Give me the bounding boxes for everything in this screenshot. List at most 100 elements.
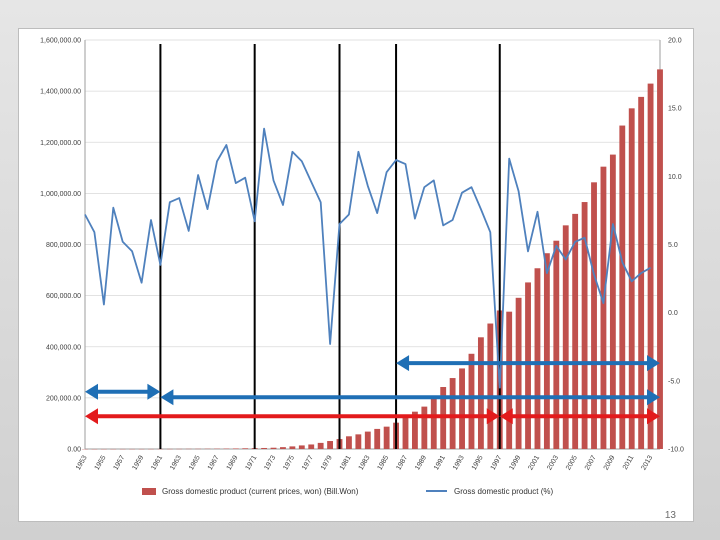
- x-tick-label: 1955: [94, 454, 108, 471]
- x-tick-label: 1965: [188, 454, 202, 471]
- x-tick-label: 1957: [113, 454, 127, 471]
- gdp-bar: [572, 213, 579, 449]
- x-tick-label: 2007: [584, 454, 598, 471]
- gdp-bar: [430, 397, 437, 449]
- x-tick-label: 2009: [603, 454, 617, 471]
- x-tick-label: 1973: [263, 454, 277, 471]
- blue-period-arrow-head-left: [160, 389, 174, 406]
- gdp-bar: [270, 447, 277, 449]
- gdp-bar: [525, 282, 531, 449]
- gdp-bar: [534, 268, 541, 449]
- y-left-tick-label: 1,200,000.00: [40, 140, 81, 147]
- y-right-tick-label: 15.0: [668, 106, 682, 113]
- y-left-tick-label: 600,000.00: [46, 293, 81, 300]
- y-right-tick-label: -5.0: [668, 378, 680, 385]
- x-tick-label: 1971: [245, 454, 259, 471]
- y-left-tick-label: 200,000.00: [46, 395, 81, 402]
- gdp-bar: [459, 368, 465, 449]
- gdp-bar: [327, 441, 334, 449]
- x-tick-label: 1977: [301, 454, 315, 471]
- gdp-bar: [449, 378, 456, 449]
- y-right-tick-label: 10.0: [668, 174, 682, 181]
- x-tick-label: 1969: [226, 454, 240, 471]
- x-tick-label: 1993: [452, 454, 466, 471]
- gdp-bar: [562, 225, 569, 449]
- x-tick-label: 1989: [414, 454, 428, 471]
- x-tick-label: 1963: [169, 454, 183, 471]
- x-tick-label: 2013: [640, 454, 654, 471]
- y-right-tick-label: 5.0: [668, 242, 678, 249]
- gdp-bar: [298, 445, 305, 449]
- gdp-bar: [346, 436, 352, 449]
- gdp-bar: [600, 166, 607, 449]
- gdp-bar: [383, 426, 390, 449]
- gdp-bar: [421, 406, 428, 449]
- y-left-tick-label: 0.00: [67, 447, 81, 454]
- gdp-bar: [308, 444, 315, 449]
- x-tick-label: 2001: [527, 454, 541, 471]
- growth-rate-line: [84, 127, 652, 389]
- gdp-bar: [261, 447, 268, 449]
- x-tick-label: 1999: [508, 454, 522, 471]
- gdp-bar: [364, 431, 371, 449]
- x-tick-label: 1985: [377, 454, 391, 471]
- gdp-bar: [289, 446, 296, 449]
- x-tick-label: 2011: [622, 454, 636, 471]
- gdp-bar: [355, 434, 362, 449]
- gdp-bar: [317, 442, 324, 449]
- red-period-arrow-head-left: [499, 408, 513, 425]
- y-left-tick-label: 800,000.00: [46, 242, 81, 249]
- x-tick-label: 1961: [150, 454, 164, 471]
- x-tick-label: 1997: [490, 454, 504, 471]
- red-period-arrow-head-right: [647, 408, 660, 425]
- red-period-arrow-head-left: [85, 408, 98, 425]
- gdp-bar: [280, 447, 286, 449]
- gdp-bar: [487, 323, 494, 449]
- blue-period-arrow-head-left: [85, 383, 98, 400]
- y-right-tick-label: 0.0: [668, 310, 678, 317]
- x-tick-label: 1953: [75, 454, 89, 471]
- x-tick-label: 1987: [395, 454, 409, 471]
- gdp-bar: [647, 83, 654, 450]
- gdp-bar: [543, 253, 550, 449]
- x-tick-label: 1967: [207, 454, 221, 471]
- legend-line-label: Gross domestic product (%): [454, 487, 553, 496]
- gdp-bar: [553, 240, 560, 449]
- x-tick-label: 1975: [282, 454, 296, 471]
- y-left-tick-label: 1,000,000.00: [40, 191, 81, 198]
- gdp-bar: [657, 69, 663, 449]
- y-right-tick-label: -10.0: [668, 447, 684, 454]
- gdp-bar: [232, 448, 239, 449]
- gdp-bar: [468, 353, 475, 449]
- blue-period-arrow-head-left: [396, 355, 410, 372]
- legend-bar-label: Gross domestic product (current prices, …: [162, 487, 359, 496]
- blue-period-arrow-head-right: [647, 355, 660, 372]
- gdp-bar: [477, 337, 484, 449]
- y-left-tick-label: 1,400,000.00: [40, 89, 81, 96]
- legend-bar-swatch: [142, 488, 156, 495]
- x-tick-label: 1979: [320, 454, 334, 471]
- x-tick-label: 1981: [339, 454, 353, 471]
- y-left-tick-label: 1,600,000.00: [40, 38, 81, 45]
- x-tick-label: 1995: [471, 454, 485, 471]
- gdp-bar: [515, 297, 522, 449]
- gdp-bar: [581, 202, 588, 449]
- gdp-bar: [628, 108, 635, 449]
- x-tick-label: 2005: [565, 454, 579, 471]
- page-number: 13: [664, 510, 676, 521]
- gdp-bar: [619, 125, 626, 450]
- gdp-bar: [591, 182, 597, 449]
- x-tick-label: 1959: [131, 454, 145, 471]
- gdp-bar: [374, 428, 381, 449]
- gdp-bar: [506, 311, 513, 449]
- red-period-arrow-head-right: [486, 408, 500, 425]
- gdp-bar: [609, 154, 616, 449]
- y-left-tick-label: 400,000.00: [46, 344, 81, 351]
- blue-period-arrow-head-right: [147, 383, 161, 400]
- y-right-tick-label: 20.0: [668, 38, 682, 45]
- blue-period-arrow-head-right: [647, 389, 660, 406]
- x-tick-label: 2003: [546, 454, 560, 471]
- gdp-bar: [402, 417, 409, 449]
